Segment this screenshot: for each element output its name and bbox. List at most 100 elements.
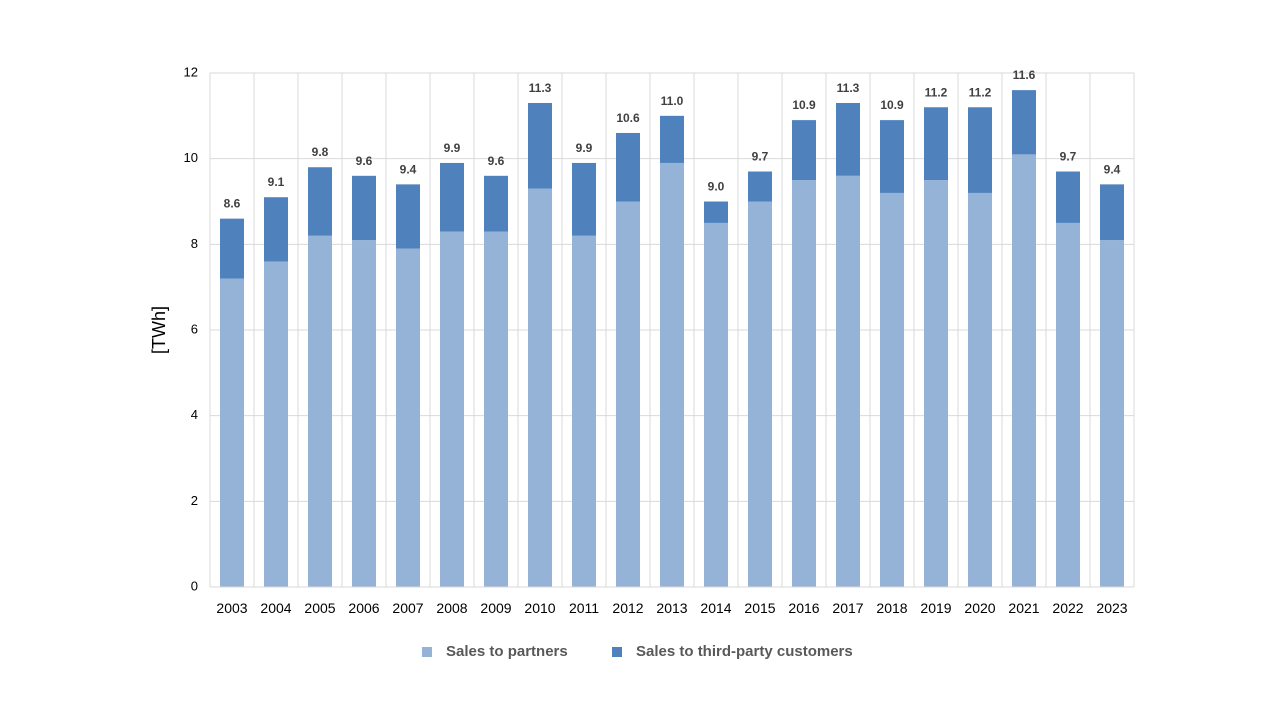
bar-segment-third-party — [1056, 171, 1080, 223]
x-tick-label: 2012 — [612, 600, 643, 616]
bar-segment-third-party — [484, 175, 508, 232]
data-label-total: 10.9 — [792, 98, 816, 112]
axis-layer: 0 2 4 6 8 10 12 2003 2004 2005 2006 2007 2008 2009 201… — [184, 64, 1134, 616]
x-tick-label: 2007 — [392, 600, 423, 616]
x-tick-label: 2014 — [700, 600, 731, 616]
data-label-total: 9.6 — [356, 154, 373, 168]
y-tick-label: 4 — [191, 407, 198, 422]
x-tick-label: 2005 — [304, 600, 335, 616]
bar-segment-partners — [264, 261, 288, 587]
data-label-total: 11.3 — [529, 81, 552, 95]
data-label-total: 9.1 — [268, 175, 285, 189]
bar-segment-partners — [1056, 222, 1080, 587]
x-tick-label: 2006 — [348, 600, 379, 616]
bar-segment-partners — [748, 201, 772, 587]
bar-segment-partners — [352, 240, 376, 588]
bar-segment-partners — [1012, 154, 1036, 587]
y-axis-title: [TWh] — [149, 306, 169, 354]
bar-layer — [220, 90, 1124, 588]
x-tick-label: 2021 — [1008, 600, 1039, 616]
data-label-total: 11.2 — [925, 85, 948, 99]
bar-segment-third-party — [660, 115, 684, 163]
bar-segment-third-party — [836, 102, 860, 176]
bar-segment-third-party — [1012, 90, 1036, 155]
bar-segment-partners — [220, 278, 244, 587]
x-tick-label: 2011 — [569, 600, 599, 616]
data-label-total: 9.7 — [1060, 150, 1077, 164]
legend-label: Sales to partners — [446, 643, 568, 660]
x-tick-label: 2022 — [1052, 600, 1083, 616]
bar-segment-partners — [528, 188, 552, 587]
bar-segment-third-party — [880, 120, 904, 193]
y-tick-label: 10 — [184, 150, 198, 165]
legend: Sales to partners Sales to third-party cu… — [422, 643, 853, 660]
data-label-total: 9.9 — [576, 141, 593, 155]
bar-segment-third-party — [924, 107, 948, 181]
bar-segment-partners — [792, 180, 816, 588]
bar-segment-third-party — [396, 184, 420, 249]
bar-segment-partners — [968, 192, 992, 587]
x-tick-label: 2019 — [920, 600, 951, 616]
bar-segment-third-party — [572, 162, 596, 236]
x-tick-label: 2009 — [480, 600, 511, 616]
x-tick-label: 2010 — [524, 600, 555, 616]
bar-segment-partners — [924, 180, 948, 588]
y-tick-label: 12 — [184, 64, 198, 79]
bar-segment-third-party — [440, 162, 464, 232]
x-tick-label: 2016 — [788, 600, 819, 616]
bar-segment-third-party — [1100, 184, 1124, 241]
data-label-total: 9.4 — [400, 162, 417, 176]
bar-segment-partners — [880, 192, 904, 587]
bar-segment-partners — [616, 201, 640, 587]
x-tick-label: 2020 — [964, 600, 995, 616]
y-tick-label: 8 — [191, 236, 198, 251]
bar-segment-third-party — [352, 175, 376, 241]
x-tick-label: 2004 — [260, 600, 291, 616]
data-label-total: 10.9 — [880, 98, 904, 112]
data-label-total: 9.4 — [1104, 162, 1121, 176]
data-label-total: 9.0 — [708, 180, 725, 194]
bar-segment-third-party — [792, 120, 816, 181]
data-label-total: 11.0 — [661, 94, 684, 108]
data-label-total: 10.6 — [616, 111, 640, 125]
bar-segment-third-party — [528, 102, 552, 189]
data-label-total: 9.8 — [312, 145, 329, 159]
bar-segment-third-party — [616, 132, 640, 202]
y-tick-label: 0 — [191, 578, 198, 593]
x-tick-label: 2017 — [832, 600, 863, 616]
bar-segment-third-party — [748, 171, 772, 202]
x-tick-label: 2003 — [216, 600, 247, 616]
x-tick-label: 2023 — [1096, 600, 1127, 616]
legend-label: Sales to third-party customers — [636, 643, 853, 660]
x-tick-label: 2008 — [436, 600, 467, 616]
legend-swatch — [422, 647, 432, 657]
bar-segment-third-party — [968, 107, 992, 193]
label-layer: 8.6 9.1 9.8 9.6 9.4 9.9 9.6 11.3 9.9 10.6 11.0 9.0 9… — [224, 68, 1121, 211]
grid-layer — [209, 72, 1135, 588]
bar-segment-partners — [836, 175, 860, 588]
x-tick-label: 2013 — [656, 600, 687, 616]
y-tick-label: 6 — [191, 321, 198, 336]
bar-segment-partners — [440, 231, 464, 587]
bar-segment-third-party — [704, 201, 728, 223]
bar-segment-third-party — [308, 167, 332, 236]
y-tick-label: 2 — [191, 493, 198, 508]
bar-segment-partners — [572, 235, 596, 587]
x-tick-label: 2018 — [876, 600, 907, 616]
bar-segment-partners — [660, 162, 684, 587]
data-label-total: 9.9 — [444, 141, 461, 155]
data-label-total: 11.3 — [837, 81, 860, 95]
bar-segment-partners — [396, 248, 420, 587]
x-tick-label: 2015 — [744, 600, 775, 616]
data-label-total: 9.7 — [752, 150, 769, 164]
bar-segment-partners — [308, 235, 332, 587]
data-label-total: 8.6 — [224, 197, 241, 211]
bar-segment-partners — [704, 222, 728, 587]
bar-segment-third-party — [220, 218, 244, 279]
legend-swatch — [612, 647, 622, 657]
bar-segment-partners — [1100, 240, 1124, 588]
data-label-total: 9.6 — [488, 154, 505, 168]
data-label-total: 11.6 — [1013, 68, 1036, 82]
